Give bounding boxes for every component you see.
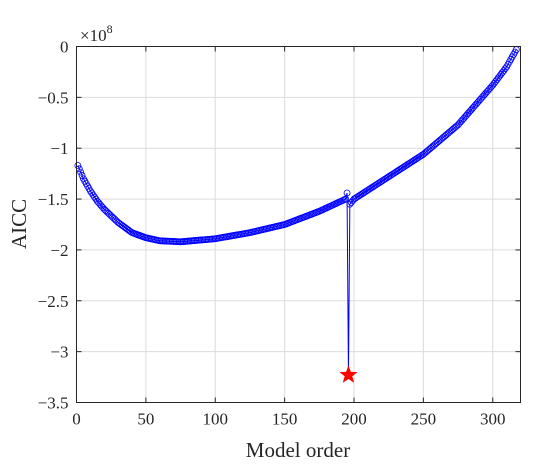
y-tick-label: −1 — [50, 139, 68, 158]
x-tick-label: 300 — [480, 410, 506, 429]
series-line — [77, 49, 517, 376]
y-tick-label: 0 — [60, 38, 69, 57]
x-tick-label: 250 — [411, 410, 437, 429]
y-tick-label: −2.5 — [38, 292, 69, 311]
y-axis-label: AICC — [7, 199, 31, 249]
data-point-marker — [343, 189, 351, 197]
series-markers — [74, 46, 520, 379]
y-tick-label: −3.5 — [38, 394, 69, 413]
grid-lines — [76, 46, 521, 403]
y-multiplier-base: ×10 — [80, 26, 107, 45]
x-tick-label: 50 — [137, 410, 154, 429]
y-tick-label: −3 — [50, 343, 68, 362]
x-tick-label: 150 — [272, 410, 298, 429]
x-tick-label: 200 — [341, 410, 367, 429]
plot-area-border — [76, 46, 521, 403]
y-axis-ticks: 0 −0.5 −1 −1.5 −2 −2.5 −3 −3.5 — [38, 38, 521, 413]
data-point-marker — [77, 168, 85, 176]
series-curve — [77, 49, 517, 376]
minimum-star-marker — [339, 365, 358, 383]
y-multiplier-label: ×108 — [80, 22, 113, 45]
data-point-marker — [74, 162, 82, 169]
x-tick-label: 0 — [72, 410, 81, 429]
star-marker — [339, 365, 358, 383]
x-tick-label: 100 — [203, 410, 229, 429]
x-axis-ticks: 0 50 100 150 200 250 300 — [72, 46, 506, 429]
y-tick-label: −2 — [50, 241, 68, 260]
x-axis-label: Model order — [246, 438, 350, 462]
y-multiplier-exponent: 8 — [107, 22, 113, 36]
y-tick-label: −0.5 — [38, 88, 69, 107]
y-tick-label: −1.5 — [38, 190, 69, 209]
data-point-marker — [78, 172, 86, 179]
